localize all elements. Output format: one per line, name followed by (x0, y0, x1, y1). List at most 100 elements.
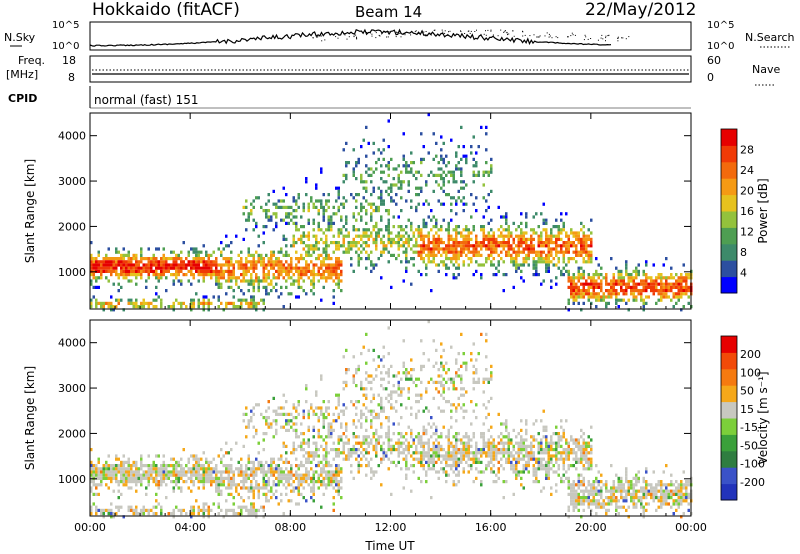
power-cell (342, 237, 345, 241)
power-cell (467, 257, 470, 261)
velocity-cell (427, 464, 430, 468)
power-cell (395, 241, 398, 245)
velocity-cell (365, 387, 368, 391)
velocity-cell (230, 470, 233, 474)
power-cell (235, 282, 238, 286)
power-cell (252, 257, 255, 261)
power-cell (232, 295, 235, 299)
velocity-cell (327, 483, 330, 487)
velocity-cell (437, 448, 440, 452)
power-cell (577, 276, 580, 280)
power-cell (507, 231, 510, 235)
velocity-cell (492, 438, 495, 442)
power-cell (265, 253, 268, 257)
power-cell (542, 244, 545, 248)
power-cell (292, 199, 295, 203)
velocity-cell (90, 473, 93, 477)
power-cell (327, 225, 330, 229)
velocity-cell (407, 387, 410, 391)
velocity-cell (262, 492, 265, 496)
power-cell (442, 202, 445, 206)
velocity-cell (232, 508, 235, 512)
power-cell (297, 196, 300, 200)
velocity-cell (140, 476, 143, 480)
velocity-cell (225, 476, 228, 480)
noise-search-point (617, 36, 619, 38)
power-cell (505, 221, 508, 225)
velocity-cell (97, 483, 100, 487)
velocity-cell (497, 448, 500, 452)
velocity-cell (127, 476, 130, 480)
velocity-cell (200, 508, 203, 512)
velocity-cell (190, 508, 193, 512)
power-cell (212, 250, 215, 254)
velocity-cell (375, 438, 378, 442)
velocity-cell (140, 483, 143, 487)
power-cell (287, 205, 290, 209)
power-cell (387, 218, 390, 222)
power-cell (157, 266, 160, 270)
velocity-cell (385, 396, 388, 400)
velocity-cell (490, 470, 493, 474)
velocity-cell (305, 387, 308, 391)
power-cell (210, 273, 213, 277)
power-cell (230, 276, 233, 280)
power-cell (227, 273, 230, 277)
power-cell (190, 273, 193, 277)
velocity-cell (422, 441, 425, 445)
velocity-cell (335, 464, 338, 468)
velocity-cell (525, 428, 528, 432)
velocity-cell (205, 460, 208, 464)
power-cell (257, 253, 260, 257)
power-cell (207, 273, 210, 277)
power-cell (442, 141, 445, 145)
velocity-cell (497, 470, 500, 474)
power-cell (265, 225, 268, 229)
velocity-cell (397, 448, 400, 452)
velocity-cell (142, 508, 145, 512)
power-cell (347, 244, 350, 248)
velocity-cell (557, 464, 560, 468)
power-cell (490, 234, 493, 238)
velocity-cell (555, 451, 558, 455)
power-cell (377, 205, 380, 209)
velocity-cell (250, 502, 253, 506)
noise-search-point (483, 33, 485, 35)
velocity-cell (345, 380, 348, 384)
velocity-cell (322, 476, 325, 480)
power-cell (322, 285, 325, 289)
power-cell (585, 253, 588, 257)
noise-search-point (480, 33, 482, 35)
velocity-cell (337, 441, 340, 445)
power-cell (462, 241, 465, 245)
power-cell (415, 228, 418, 232)
velocity-cell (237, 470, 240, 474)
power-cell (312, 228, 315, 232)
velocity-cell (512, 448, 515, 452)
power-cell (462, 237, 465, 241)
velocity-cell (272, 435, 275, 439)
power-cell (205, 266, 208, 270)
power-cell (527, 250, 530, 254)
power-cell (292, 241, 295, 245)
power-cell (155, 305, 158, 309)
velocity-cell (332, 473, 335, 477)
power-cell (502, 241, 505, 245)
velocity-cell (322, 480, 325, 484)
power-cell (605, 282, 608, 286)
power-cell (420, 186, 423, 190)
velocity-cell (482, 451, 485, 455)
power-cell (317, 273, 320, 277)
velocity-cell (535, 476, 538, 480)
power-cell (437, 269, 440, 273)
power-cell (265, 276, 268, 280)
power-cell (635, 295, 638, 299)
velocity-cell (295, 470, 298, 474)
velocity-cell (315, 448, 318, 452)
velocity-cell (317, 435, 320, 439)
velocity-cell (350, 464, 353, 468)
velocity-cell (307, 412, 310, 416)
velocity-cell (437, 441, 440, 445)
power-cell (617, 305, 620, 309)
velocity-cell (437, 380, 440, 384)
